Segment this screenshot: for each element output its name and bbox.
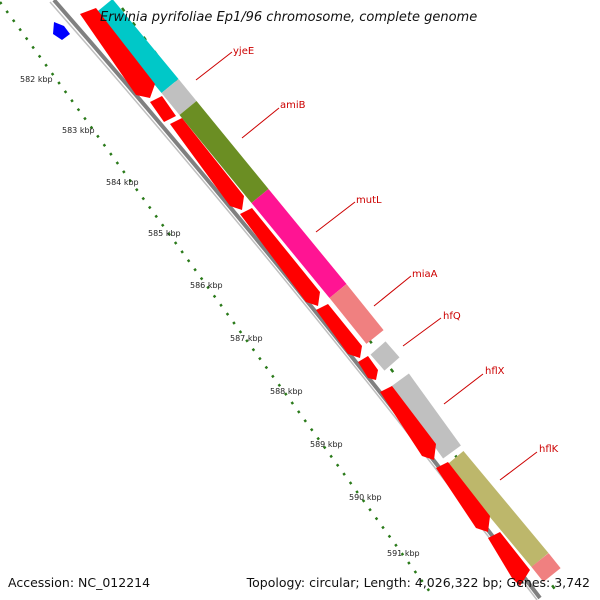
page-title: Erwinia pyrifoliae Ep1/96 chromosome, co… <box>100 10 477 25</box>
genome-summary: Topology: circular; Length: 4,026,322 bp… <box>246 575 590 590</box>
cds-arrow-7 <box>380 386 436 460</box>
cds-arrow-9 <box>488 532 530 586</box>
gene-band-hflX <box>391 373 461 459</box>
gene-label: amiB <box>280 100 306 111</box>
accession-label: Accession: NC_012214 <box>8 575 151 590</box>
cds-arrow-1 <box>80 8 155 98</box>
cds-arrow-2 <box>150 96 176 122</box>
cds-track <box>80 8 530 586</box>
leader-yjeE <box>195 51 233 81</box>
gene-band-end <box>531 553 561 582</box>
cds-arrow-3 <box>170 118 244 210</box>
leader-hflX <box>443 373 484 405</box>
title-rest: Ep1/96 chromosome, complete genome <box>212 10 478 25</box>
tick-label: 588 kbp <box>270 387 303 396</box>
organism-name: Erwinia pyrifoliae <box>100 10 213 25</box>
tick-label: 585 kbp <box>148 229 181 238</box>
backbone-highlight <box>49 1 538 600</box>
tick-label: 586 kbp <box>190 281 223 290</box>
cds-arrow-8 <box>436 462 490 532</box>
gene-label: hflK <box>539 444 559 455</box>
leader-miaA <box>373 275 412 307</box>
gene-label: hflX <box>485 366 505 377</box>
tick-label: 583 kbp <box>62 126 95 135</box>
leader-mutL <box>315 201 356 233</box>
tick-label: 582 kbp <box>20 75 53 84</box>
gene-label: hfQ <box>443 311 461 322</box>
gene-label: miaA <box>412 269 438 280</box>
gene-band-hfQ <box>370 341 400 371</box>
gene-band-hflK <box>446 450 549 568</box>
marker-icon <box>53 22 70 40</box>
gene-band-miaA <box>329 284 384 344</box>
tick-ruler-inner <box>0 1 432 593</box>
cds-arrow-6 <box>358 356 378 380</box>
tick-label: 590 kbp <box>349 493 382 502</box>
gene-label: mutL <box>356 195 382 206</box>
tick-label: 589 kbp <box>310 440 343 449</box>
tick-label: 591 kbp <box>387 549 420 558</box>
cds-arrow-5 <box>316 304 362 358</box>
cds-arrow-4 <box>240 208 320 306</box>
gene-band-yjeE <box>95 0 179 94</box>
gene-band-mutL <box>251 189 347 298</box>
gene-band-gap1 <box>161 79 197 115</box>
leader-hflK <box>499 451 538 481</box>
gene-label: yjeE <box>233 46 254 57</box>
leader-hfQ <box>402 317 442 347</box>
tick-label: 587 kbp <box>230 334 263 343</box>
tick-label: 584 kbp <box>106 178 139 187</box>
gene-band-amiB <box>179 101 269 203</box>
leader-amiB <box>241 107 280 139</box>
